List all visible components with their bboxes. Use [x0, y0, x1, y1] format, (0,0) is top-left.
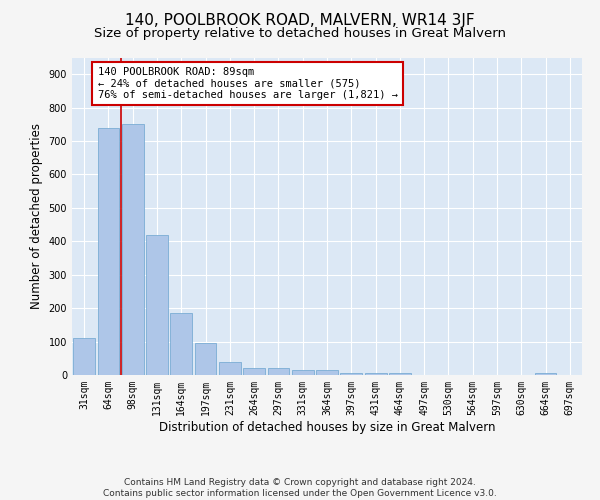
Y-axis label: Number of detached properties: Number of detached properties [30, 123, 43, 309]
Bar [170, 313, 192, 375]
Bar [535, 374, 556, 375]
Text: Contains HM Land Registry data © Crown copyright and database right 2024.
Contai: Contains HM Land Registry data © Crown c… [103, 478, 497, 498]
Bar [389, 374, 411, 375]
Bar [292, 370, 314, 375]
Text: 140, POOLBROOK ROAD, MALVERN, WR14 3JF: 140, POOLBROOK ROAD, MALVERN, WR14 3JF [125, 12, 475, 28]
Bar [194, 343, 217, 375]
Bar [219, 362, 241, 375]
Bar [365, 374, 386, 375]
Bar [146, 234, 168, 375]
Bar [340, 374, 362, 375]
Bar [73, 338, 95, 375]
X-axis label: Distribution of detached houses by size in Great Malvern: Distribution of detached houses by size … [159, 420, 495, 434]
Text: Size of property relative to detached houses in Great Malvern: Size of property relative to detached ho… [94, 28, 506, 40]
Bar [97, 128, 119, 375]
Bar [268, 368, 289, 375]
Text: 140 POOLBROOK ROAD: 89sqm
← 24% of detached houses are smaller (575)
76% of semi: 140 POOLBROOK ROAD: 89sqm ← 24% of detac… [97, 67, 398, 100]
Bar [316, 370, 338, 375]
Bar [243, 368, 265, 375]
Bar [122, 124, 143, 375]
